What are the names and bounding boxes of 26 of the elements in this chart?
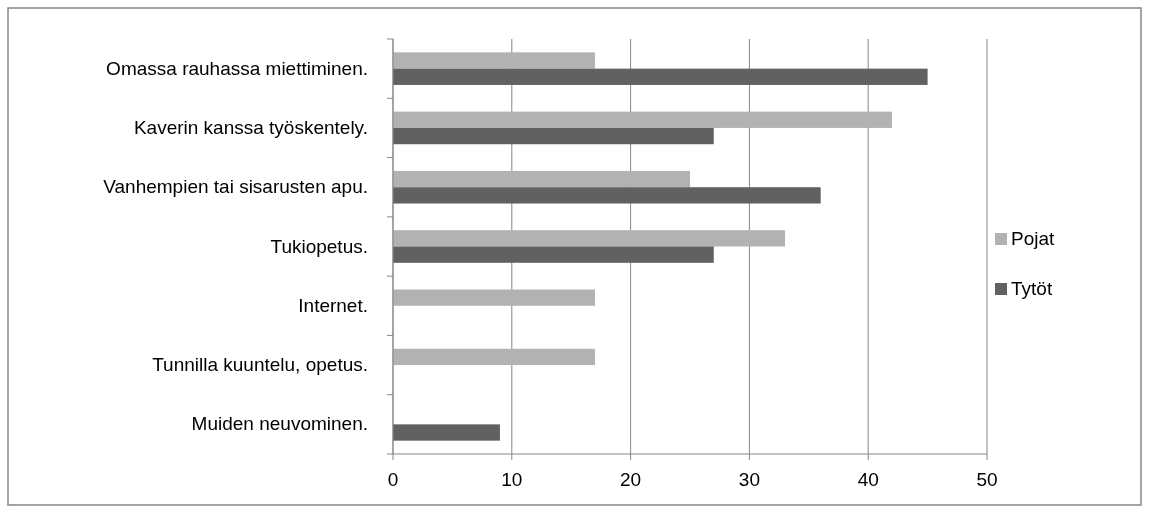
bar — [393, 111, 892, 128]
x-tick-label: 50 — [976, 469, 998, 490]
legend-label: Pojat — [1011, 228, 1056, 249]
y-tick-label: Omassa rauhassa miettiminen. — [106, 57, 368, 79]
x-tick-label: 30 — [738, 469, 760, 490]
y-tick-label: Kaverin kanssa työskentely. — [133, 116, 368, 138]
bar — [393, 68, 928, 85]
bar — [393, 348, 595, 366]
x-tick-label: 10 — [501, 469, 523, 490]
y-tick-label: Tukiopetus. — [270, 235, 368, 257]
bar — [393, 289, 595, 306]
legend-label: Tytöt — [1011, 278, 1053, 299]
y-tick-label: Internet. — [298, 294, 368, 316]
bar — [393, 170, 690, 188]
bar — [393, 187, 821, 204]
x-tick-label: 20 — [620, 469, 642, 490]
y-tick-label: Tunnilla kuuntelu, opetus. — [152, 354, 368, 376]
x-tick-label: 0 — [387, 469, 399, 490]
y-tick-label: Muiden neuvominen. — [191, 413, 368, 435]
bar — [393, 230, 786, 247]
y-tick-label: Vanhempien tai sisarusten apu. — [103, 176, 368, 198]
bar — [393, 424, 500, 441]
bar — [393, 52, 595, 69]
bar — [393, 246, 714, 263]
x-tick-label: 40 — [857, 469, 879, 490]
bar — [393, 127, 714, 145]
